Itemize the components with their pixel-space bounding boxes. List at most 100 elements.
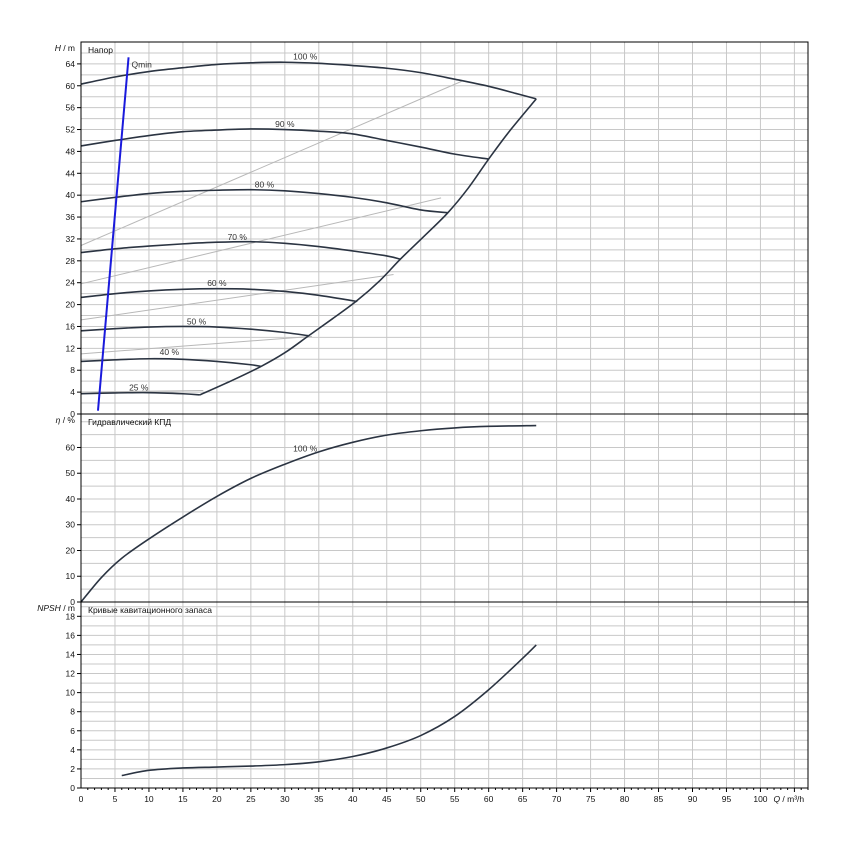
curve-label: 100 % bbox=[293, 443, 318, 453]
x-tick-label: 5 bbox=[113, 794, 118, 804]
series-curve bbox=[80, 128, 489, 160]
y-tick-label: 30 bbox=[66, 520, 76, 530]
x-tick-label: 65 bbox=[518, 794, 528, 804]
series-curve bbox=[80, 357, 262, 368]
series-curve bbox=[80, 424, 537, 603]
y-axis-unit: / % bbox=[60, 415, 75, 425]
y-tick-label: 2 bbox=[70, 764, 75, 774]
y-tick-label: 10 bbox=[66, 688, 76, 698]
y-tick-label: 32 bbox=[66, 234, 76, 244]
operating-envelope bbox=[199, 98, 537, 396]
y-tick-label: 28 bbox=[66, 256, 76, 266]
efficiency-line bbox=[80, 335, 313, 355]
y-tick-label: 50 bbox=[66, 468, 76, 478]
series-curve bbox=[121, 644, 537, 777]
qmin-label: Qmin bbox=[132, 59, 153, 69]
x-tick-label: 95 bbox=[722, 794, 732, 804]
x-tick-label: 75 bbox=[586, 794, 596, 804]
efficiency-panel: 0 10 20 30 40 50 60 η / % Гидравлический КПД 100 … bbox=[56, 413, 809, 607]
x-tick-label: 30 bbox=[280, 794, 290, 804]
y-tick-label: 20 bbox=[66, 300, 76, 310]
x-axis-symbol: Q bbox=[773, 794, 780, 804]
efficiency-line bbox=[80, 389, 204, 393]
y-tick-label: 0 bbox=[70, 597, 75, 607]
x-tick-label: 40 bbox=[348, 794, 358, 804]
x-tick-label: 0 bbox=[79, 794, 84, 804]
y-tick-label: 36 bbox=[66, 212, 76, 222]
curve-label: 40 % bbox=[160, 347, 180, 357]
efficiency-line bbox=[80, 80, 462, 246]
curve-label: 50 % bbox=[187, 316, 207, 326]
y-axis-title: NPSH / m bbox=[37, 603, 75, 613]
curve-label: 80 % bbox=[255, 180, 275, 190]
x-tick-label: 60 bbox=[484, 794, 494, 804]
x-tick-label: 90 bbox=[688, 794, 698, 804]
y-axis-unit: / m bbox=[61, 603, 75, 613]
x-tick-label: 10 bbox=[144, 794, 154, 804]
y-tick-label: 18 bbox=[66, 611, 76, 621]
y-tick-label: 8 bbox=[70, 707, 75, 717]
y-tick-label: 60 bbox=[66, 442, 76, 452]
y-axis-unit: / m bbox=[61, 43, 75, 53]
series-curve bbox=[80, 287, 358, 303]
y-tick-label: 4 bbox=[70, 387, 75, 397]
y-axis-symbol: η bbox=[56, 415, 61, 425]
curve-label: 70 % bbox=[228, 232, 248, 242]
y-tick-label: 0 bbox=[70, 783, 75, 793]
y-axis-title: H / m bbox=[55, 43, 75, 53]
y-tick-label: 60 bbox=[66, 81, 76, 91]
panel-frame bbox=[80, 413, 809, 603]
efficiency-line bbox=[80, 274, 394, 321]
y-axis-title: η / % bbox=[56, 415, 76, 425]
x-axis-unit: / m³/h bbox=[780, 794, 804, 804]
x-tick-label: 85 bbox=[654, 794, 664, 804]
x-tick-label: 55 bbox=[450, 794, 460, 804]
panel-title: Напор bbox=[88, 45, 113, 55]
y-tick-label: 16 bbox=[66, 630, 76, 640]
y-tick-label: 40 bbox=[66, 190, 76, 200]
x-tick-label: 20 bbox=[212, 794, 222, 804]
x-tick-label: 25 bbox=[246, 794, 256, 804]
y-tick-label: 56 bbox=[66, 103, 76, 113]
y-tick-label: 44 bbox=[66, 168, 76, 178]
y-tick-label: 6 bbox=[70, 726, 75, 736]
series-curve bbox=[80, 325, 309, 337]
series-curve bbox=[80, 61, 537, 100]
y-tick-label: 48 bbox=[66, 146, 76, 156]
y-tick-label: 40 bbox=[66, 494, 76, 504]
y-tick-label: 20 bbox=[66, 545, 76, 555]
panel-title: Гидравлический КПД bbox=[88, 417, 171, 427]
x-axis-title: Q / m³/h bbox=[773, 794, 804, 804]
y-tick-label: 8 bbox=[70, 365, 75, 375]
y-tick-label: 12 bbox=[66, 669, 76, 679]
panel-frame bbox=[80, 601, 809, 789]
y-tick-label: 52 bbox=[66, 125, 76, 135]
series-curve bbox=[80, 391, 200, 396]
curve-label: 90 % bbox=[275, 119, 295, 129]
y-tick-label: 24 bbox=[66, 278, 76, 288]
efficiency-line bbox=[80, 197, 442, 285]
curve-label: 25 % bbox=[129, 382, 149, 392]
series-curve bbox=[80, 240, 401, 260]
y-tick-label: 12 bbox=[66, 343, 76, 353]
curve-label: 100 % bbox=[293, 52, 318, 62]
y-axis-symbol: H bbox=[55, 43, 62, 53]
qmin-line bbox=[96, 57, 130, 411]
x-tick-label: 35 bbox=[314, 794, 324, 804]
y-tick-label: 16 bbox=[66, 321, 76, 331]
y-tick-label: 64 bbox=[66, 59, 76, 69]
x-tick-label: 80 bbox=[620, 794, 630, 804]
x-tick-label: 100 bbox=[753, 794, 767, 804]
y-tick-label: 10 bbox=[66, 571, 76, 581]
y-tick-label: 14 bbox=[66, 649, 76, 659]
y-axis-symbol: NPSH bbox=[37, 603, 61, 613]
x-tick-label: 15 bbox=[178, 794, 188, 804]
y-tick-label: 0 bbox=[70, 409, 75, 419]
panel-title: Кривые кавитационного запаса bbox=[88, 605, 212, 615]
y-tick-label: 4 bbox=[70, 745, 75, 755]
series-curve bbox=[80, 188, 448, 214]
x-tick-label: 70 bbox=[552, 794, 562, 804]
